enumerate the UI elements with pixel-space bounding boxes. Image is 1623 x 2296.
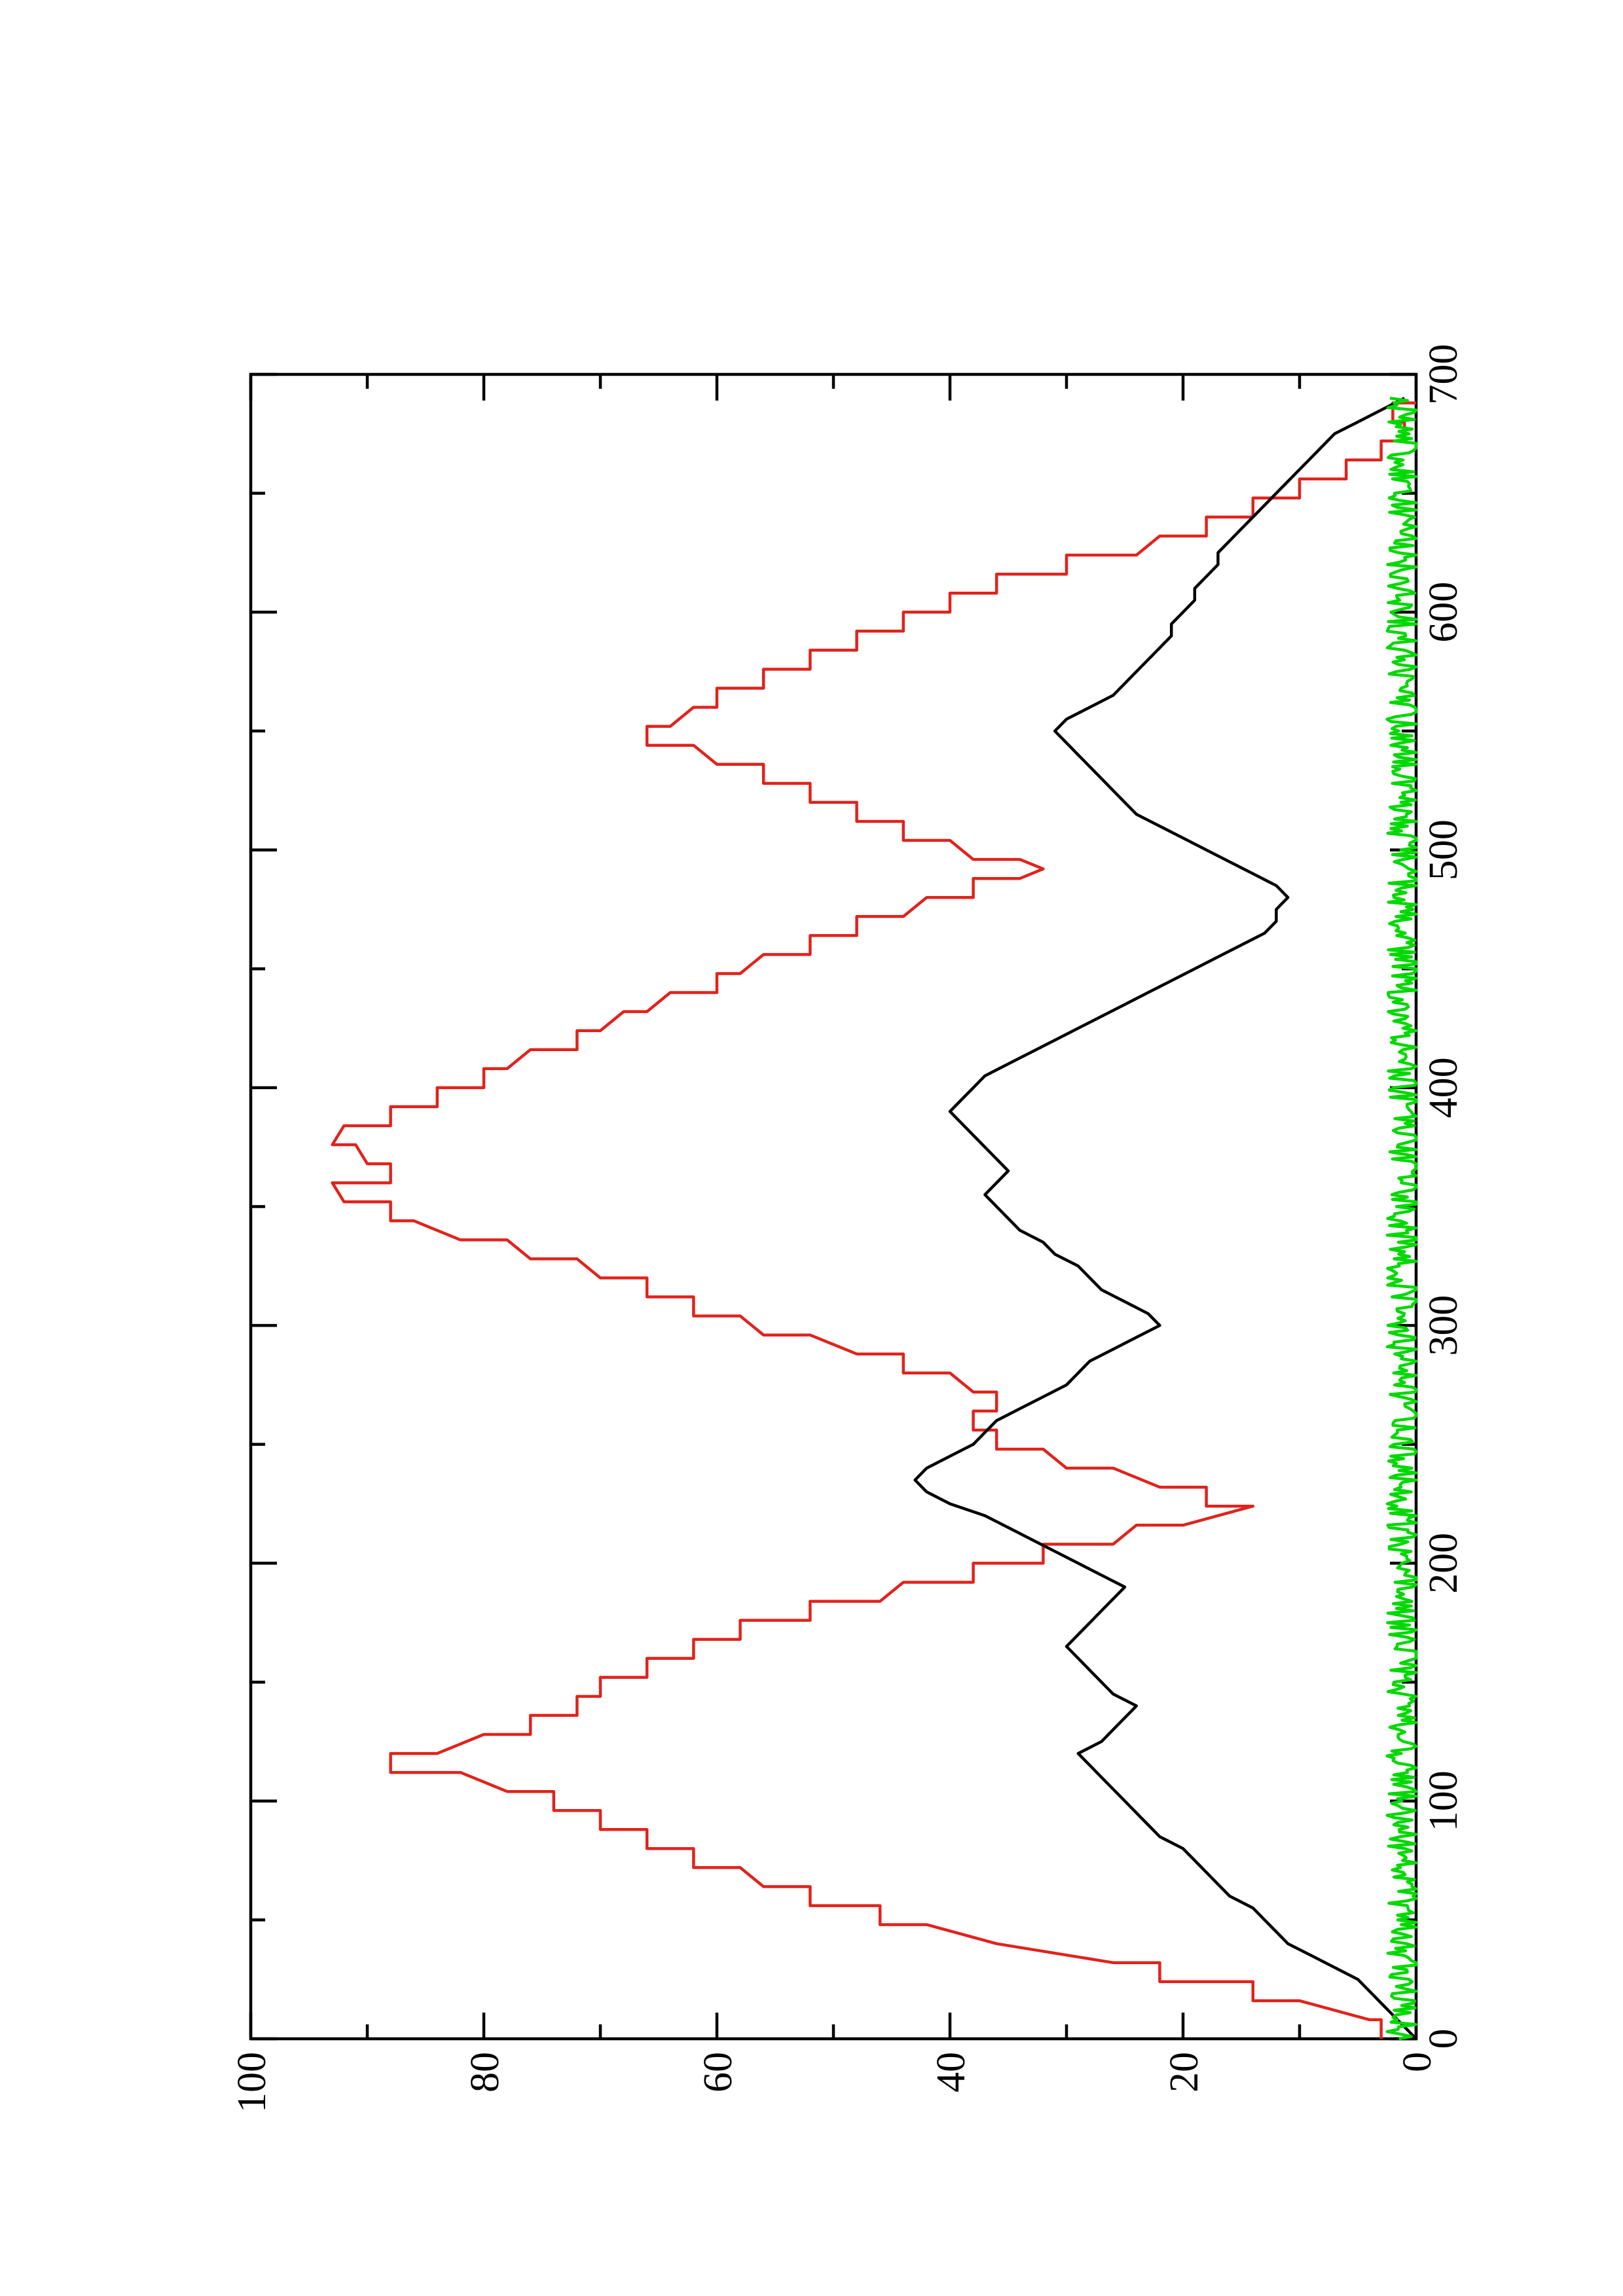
- x-tick-label: 700: [1421, 344, 1466, 405]
- y-tick-label: 100: [230, 2052, 274, 2113]
- series-line-3: [1385, 397, 1418, 2041]
- series-line-1: [331, 401, 1416, 2039]
- x-tick-label: 400: [1421, 1057, 1466, 1118]
- tick-marks: [249, 372, 1418, 2041]
- series-group: [331, 397, 1418, 2041]
- y-tick-label: 0: [1395, 2052, 1440, 2072]
- x-tick-label: 300: [1421, 1295, 1466, 1356]
- tick-labels: 0 100 200 300 400 500 600 700 0 20 40 60 80 100: [230, 344, 1466, 2113]
- y-tick-label: 20: [1162, 2052, 1207, 2092]
- x-tick-label: 600: [1421, 582, 1466, 643]
- y-tick-label: 40: [929, 2052, 974, 2092]
- x-tick-label: 500: [1421, 819, 1466, 880]
- plot-frame: [249, 372, 1418, 2041]
- x-tick-label: 100: [1421, 1770, 1466, 1831]
- x-tick-label: 0: [1421, 2029, 1466, 2049]
- x-tick-label: 200: [1421, 1533, 1466, 1594]
- y-tick-label: 80: [463, 2052, 507, 2092]
- y-tick-label: 60: [696, 2052, 740, 2092]
- series-line-2: [913, 397, 1417, 2040]
